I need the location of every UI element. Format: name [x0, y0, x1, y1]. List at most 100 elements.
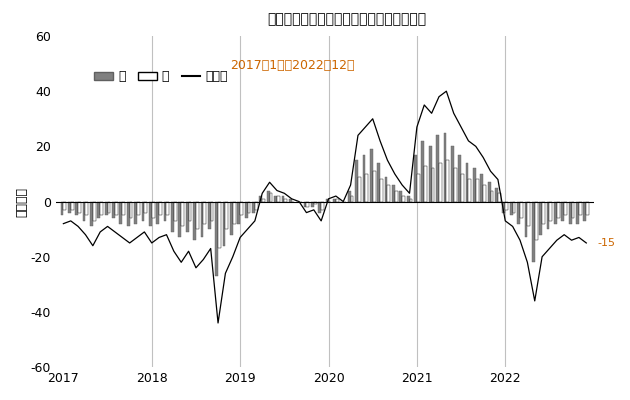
Bar: [152, 202, 154, 218]
Bar: [306, 202, 309, 207]
Bar: [348, 190, 351, 202]
Bar: [232, 202, 236, 224]
Bar: [178, 202, 181, 238]
Bar: [355, 160, 358, 202]
Bar: [417, 174, 420, 202]
Bar: [252, 202, 255, 213]
Bar: [351, 196, 353, 202]
Bar: [270, 193, 272, 202]
Bar: [68, 202, 71, 213]
Bar: [186, 202, 188, 232]
Bar: [86, 202, 88, 215]
Bar: [385, 177, 387, 202]
Bar: [60, 202, 64, 215]
Bar: [90, 202, 93, 226]
Bar: [144, 202, 147, 213]
Bar: [432, 168, 435, 202]
Bar: [513, 202, 515, 213]
Bar: [321, 202, 324, 210]
Bar: [532, 202, 535, 262]
Bar: [525, 202, 527, 238]
Bar: [498, 193, 501, 202]
Y-axis label: （万人）: （万人）: [15, 186, 28, 216]
Bar: [414, 155, 417, 202]
Bar: [105, 202, 108, 215]
Bar: [561, 202, 564, 221]
Bar: [174, 202, 176, 221]
Bar: [266, 190, 270, 202]
Bar: [181, 202, 184, 226]
Bar: [481, 174, 483, 202]
Bar: [130, 202, 132, 218]
Bar: [248, 202, 250, 213]
Bar: [483, 185, 486, 202]
Bar: [127, 202, 130, 226]
Bar: [262, 199, 265, 202]
Bar: [547, 202, 549, 229]
Bar: [421, 141, 424, 202]
Bar: [134, 202, 137, 224]
Bar: [289, 199, 292, 202]
Bar: [274, 196, 277, 202]
Bar: [410, 199, 412, 202]
Bar: [98, 202, 100, 218]
Bar: [407, 196, 410, 202]
Bar: [395, 190, 398, 202]
Bar: [222, 202, 226, 246]
Bar: [373, 171, 375, 202]
Legend: 男, 女, 男女計: 男, 女, 男女計: [89, 66, 233, 88]
Bar: [476, 180, 479, 202]
Bar: [488, 182, 491, 202]
Bar: [336, 199, 339, 202]
Bar: [314, 202, 317, 204]
Bar: [208, 202, 210, 229]
Bar: [240, 202, 243, 215]
Bar: [454, 168, 457, 202]
Bar: [164, 202, 166, 221]
Bar: [451, 146, 454, 202]
Bar: [535, 202, 537, 240]
Bar: [318, 202, 321, 213]
Bar: [159, 202, 162, 215]
Bar: [495, 188, 498, 202]
Bar: [399, 190, 402, 202]
Bar: [120, 202, 122, 224]
Bar: [424, 166, 427, 202]
Bar: [64, 202, 66, 210]
Bar: [469, 180, 471, 202]
Bar: [282, 196, 284, 202]
Bar: [466, 163, 469, 202]
Bar: [311, 202, 314, 207]
Bar: [377, 163, 380, 202]
Bar: [491, 190, 493, 202]
Bar: [362, 155, 365, 202]
Bar: [230, 202, 232, 235]
Bar: [226, 202, 228, 229]
Bar: [166, 202, 169, 215]
Bar: [579, 202, 581, 215]
Bar: [115, 202, 118, 215]
Bar: [112, 202, 115, 218]
Bar: [244, 202, 248, 218]
Bar: [527, 202, 530, 226]
Bar: [326, 199, 328, 202]
Bar: [210, 202, 214, 221]
Bar: [284, 199, 287, 202]
Bar: [137, 202, 140, 215]
Bar: [564, 202, 567, 215]
Bar: [429, 146, 432, 202]
Bar: [444, 132, 447, 202]
Bar: [587, 202, 589, 215]
Bar: [171, 202, 174, 232]
Bar: [461, 174, 464, 202]
Bar: [554, 202, 557, 224]
Bar: [277, 196, 280, 202]
Bar: [78, 202, 81, 213]
Bar: [260, 196, 262, 202]
Bar: [76, 202, 78, 215]
Bar: [142, 202, 144, 221]
Bar: [100, 202, 103, 215]
Bar: [569, 202, 571, 224]
Text: 2017年1月～2022年12月: 2017年1月～2022年12月: [231, 59, 355, 72]
Bar: [392, 185, 395, 202]
